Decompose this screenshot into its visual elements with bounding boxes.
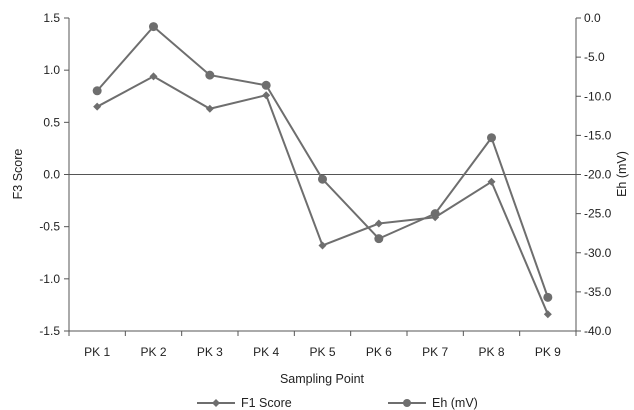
left-axis-ticks: 1.5 1.0 0.5 0.0 -0.5 -1.0 -1.5: [39, 11, 69, 338]
legend: F1 Score Eh (mV): [197, 396, 478, 410]
data-point-f1-score: [374, 219, 383, 228]
left-tick-label: -1.5: [39, 324, 60, 338]
right-tick-label: -35.0: [584, 285, 612, 299]
right-tick-label: 0.0: [584, 11, 601, 25]
legend-marker-circle-icon: [403, 399, 411, 407]
series-layer: [92, 22, 553, 319]
data-point-eh-mv: [318, 174, 327, 184]
y-right-axis-title: Eh (mV): [615, 151, 629, 197]
legend-item-f1-score: F1 Score: [197, 396, 292, 410]
right-tick-label: -40.0: [584, 324, 612, 338]
right-tick-label: -20.0: [584, 168, 612, 182]
data-point-eh-mv: [543, 292, 553, 302]
data-point-f1-score: [205, 104, 214, 113]
right-tick-label: -15.0: [584, 128, 612, 142]
x-tick-label: PK 8: [478, 345, 504, 359]
x-tick-label: PK 1: [84, 345, 110, 359]
left-tick-label: 0.5: [43, 115, 60, 129]
data-point-eh-mv: [149, 22, 158, 32]
left-tick-label: -1.0: [39, 272, 60, 286]
left-tick-label: -0.5: [39, 220, 60, 234]
series-line-eh-mv: [96, 25, 549, 298]
data-point-eh-mv: [261, 80, 271, 90]
plot-frame: [68, 18, 577, 332]
data-point-f1-score: [487, 177, 496, 186]
data-point-f1-score: [262, 91, 271, 100]
left-tick-label: 1.0: [43, 63, 60, 77]
series-line-f1-score: [96, 75, 549, 315]
data-point-f1-score: [149, 72, 158, 81]
data-point-eh-mv: [430, 209, 440, 219]
legend-marker-diamond-icon: [212, 399, 220, 407]
data-point-eh-mv: [374, 234, 384, 244]
x-tick-label: PK 5: [309, 345, 335, 359]
data-point-eh-mv: [92, 86, 102, 96]
right-tick-label: -10.0: [584, 89, 612, 103]
data-point-eh-mv: [205, 70, 215, 80]
x-axis-ticks: PK 1 PK 2 PK 3 PK 4 PK 5 PK 6 PK 7 PK 8 PK 9: [68, 331, 577, 359]
x-tick-label: PK 2: [140, 345, 166, 359]
x-axis-title: Sampling Point: [280, 372, 365, 386]
data-point-f1-score: [318, 241, 327, 250]
x-tick-label: PK 9: [535, 345, 561, 359]
right-tick-label: -5.0: [584, 50, 605, 64]
right-axis-ticks: 0.0 -5.0 -10.0 -15.0 -20.0 -25.0 -30.0 -35.0 -40…: [576, 11, 612, 338]
left-tick-label: 0.0: [43, 168, 60, 182]
right-tick-label: -30.0: [584, 246, 612, 260]
legend-label-eh: Eh (mV): [432, 396, 478, 410]
x-tick-label: PK 3: [197, 345, 223, 359]
x-tick-label: PK 6: [366, 345, 392, 359]
x-tick-label: PK 4: [253, 345, 279, 359]
right-tick-label: -25.0: [584, 207, 612, 221]
x-tick-label: PK 7: [422, 345, 448, 359]
data-point-f1-score: [93, 102, 102, 111]
data-point-eh-mv: [487, 133, 496, 143]
left-tick-label: 1.5: [43, 11, 60, 25]
data-point-f1-score: [543, 310, 552, 319]
legend-label-f1-score: F1 Score: [241, 396, 292, 410]
legend-item-eh: Eh (mV): [388, 396, 478, 410]
y-left-axis-title: F3 Score: [11, 149, 25, 200]
